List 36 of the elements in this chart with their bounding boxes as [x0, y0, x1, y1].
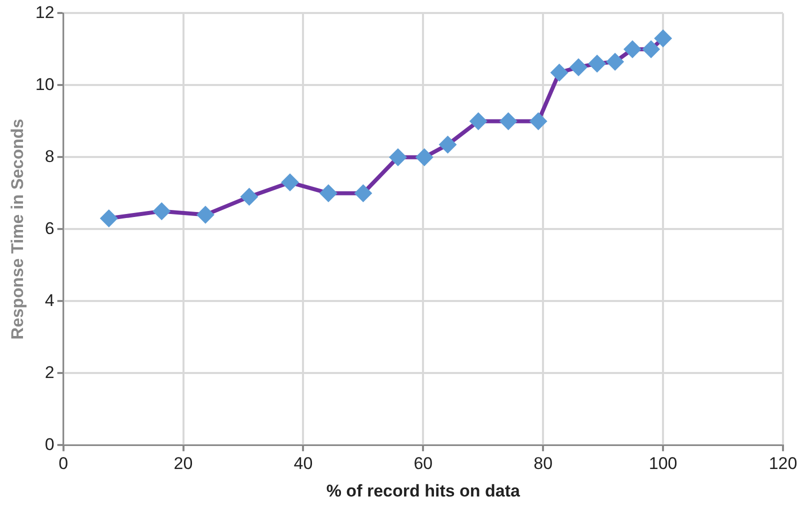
point — [438, 136, 457, 154]
x-tick-label: 40 — [294, 454, 313, 474]
y-tick-label: 0 — [44, 434, 54, 454]
point — [499, 112, 518, 130]
point — [319, 184, 338, 202]
point — [642, 40, 660, 58]
point — [281, 173, 300, 192]
point — [240, 188, 258, 206]
point — [654, 29, 672, 48]
x-tick-label: 20 — [174, 454, 193, 474]
point — [588, 54, 606, 73]
y-tick-label: 12 — [35, 2, 54, 22]
x-tick-label: 60 — [414, 454, 433, 474]
x-tick-label: 0 — [58, 454, 68, 474]
point — [569, 58, 588, 76]
x-tick-label: 80 — [534, 454, 553, 474]
point — [354, 184, 372, 202]
point — [415, 148, 434, 166]
x-tick-label: 100 — [648, 454, 678, 474]
point — [196, 206, 214, 224]
point — [550, 64, 568, 82]
point — [606, 52, 624, 71]
point — [623, 40, 642, 58]
point — [152, 202, 171, 220]
y-tick-label: 8 — [44, 146, 54, 166]
x-tick-label: 120 — [768, 454, 798, 474]
y-axis-title: Response Time in Seconds — [8, 118, 27, 340]
point — [388, 148, 407, 166]
y-tick-label: 4 — [44, 290, 54, 310]
y-tick-label: 10 — [35, 74, 54, 94]
point — [100, 209, 118, 228]
point — [529, 112, 548, 130]
x-axis-title: % of record hits on data — [326, 481, 521, 500]
y-tick-label: 2 — [44, 362, 54, 382]
point — [469, 112, 488, 130]
y-tick-label: 6 — [44, 218, 54, 238]
